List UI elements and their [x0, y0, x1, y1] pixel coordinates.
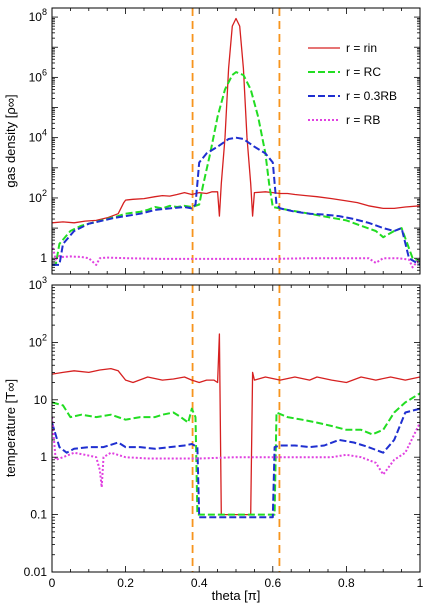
x-tick-label: 0.8	[338, 576, 355, 590]
x-tick-label: 0.2	[117, 576, 134, 590]
temperature-ylabel: temperature [T∞]	[3, 379, 18, 477]
density-ylabel: gas density [ρ∞]	[3, 94, 18, 187]
y-tick-label: 103	[29, 275, 47, 292]
y-tick-label: 102	[29, 332, 47, 349]
temperature-panel: 0.01 0.1 1 10 102 103 0 0.2 0.4 0.6 0.8 1	[24, 275, 424, 590]
y-tick-label: 106	[29, 67, 47, 84]
x-tick-label: 0.6	[264, 576, 281, 590]
legend-label-4: r = RB	[346, 113, 380, 127]
y-tick-label: 1	[40, 450, 47, 464]
series-line-3	[52, 136, 420, 266]
y-tick-label: 10	[34, 393, 48, 407]
series-line-2	[52, 392, 420, 516]
legend-label-2: r = RC	[346, 65, 381, 79]
y-tick-label: 0.01	[24, 565, 48, 579]
legend-label-3: r = 0.3RB	[346, 89, 397, 103]
x-axis-label: theta [π]	[212, 588, 261, 603]
y-tick-label: 104	[29, 128, 47, 145]
series-line-4	[52, 243, 420, 269]
legend-label-1: r = rin	[346, 41, 377, 55]
y-tick-label: 0.1	[30, 508, 47, 522]
density-panel: 1 102 104 106 108 r = rin r = RC r = 0.3RB r = R…	[29, 7, 421, 275]
x-tick-label: 1	[417, 576, 424, 590]
series-line-3	[52, 407, 420, 519]
x-tick-label: 0	[49, 576, 56, 590]
x-tick-label: 0.4	[191, 576, 208, 590]
y-tick-label: 1	[40, 251, 47, 265]
y-tick-label: 102	[29, 188, 47, 205]
y-tick-label: 108	[29, 7, 47, 24]
legend: r = rin r = RC r = 0.3RB r = RB	[308, 41, 397, 127]
series-line-2	[52, 71, 420, 266]
series-line-1	[52, 333, 420, 516]
series-line-1	[52, 17, 420, 224]
